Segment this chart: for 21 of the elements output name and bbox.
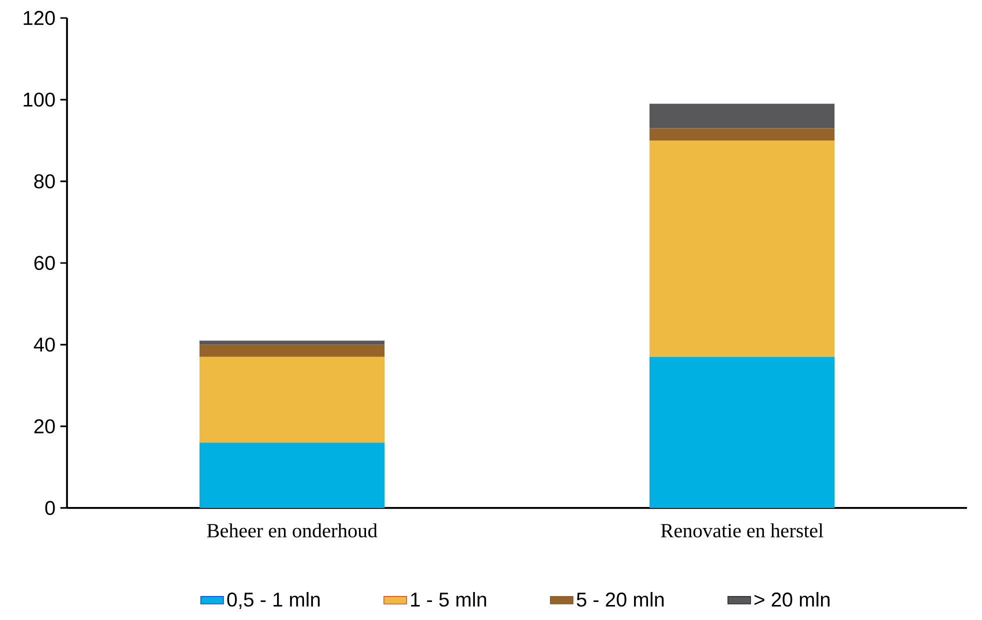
x-tick-label: Renovatie en herstel	[660, 523, 824, 538]
legend-label: 0,5 - 1 mln	[227, 592, 320, 610]
bar	[200, 344, 385, 357]
bar	[650, 356, 834, 508]
legend-label: 1 - 5 mln	[411, 592, 486, 607]
bar	[200, 356, 385, 443]
y-tick-label: 120	[24, 10, 55, 26]
y-tick-label: 100	[24, 92, 55, 107]
legend-label: > 20 mln	[754, 592, 830, 607]
y-tick-label: 80	[34, 174, 55, 188]
y-tick-label: 20	[34, 419, 55, 434]
bar	[650, 140, 834, 357]
y-tick-label: 40	[34, 338, 55, 352]
bar	[650, 128, 834, 140]
bar	[200, 442, 385, 508]
bar	[200, 340, 385, 345]
y-tick-label: 0	[45, 500, 55, 516]
x-tick-label: Beheer en onderhoud	[207, 523, 378, 538]
y-tick-label: 60	[34, 256, 55, 270]
bar	[650, 104, 834, 128]
legend-label: 5 - 20 mln	[576, 592, 664, 607]
